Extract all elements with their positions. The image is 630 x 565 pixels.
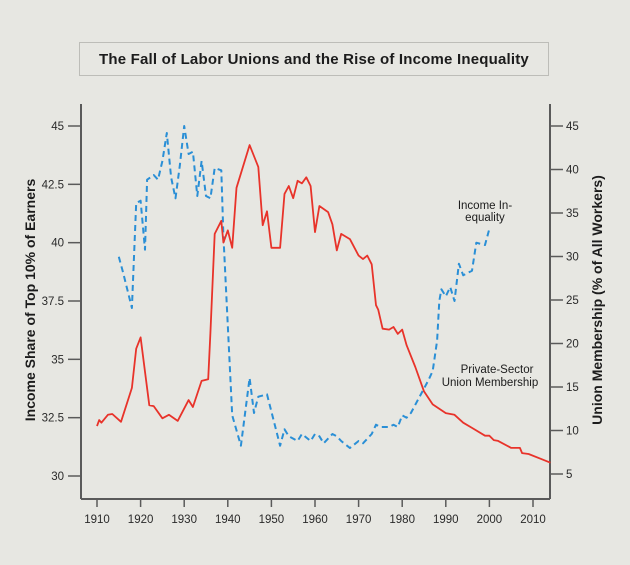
left-tick-label: 32.5 [42,413,64,425]
right-axis-title: Union Membership (% of All Workers) [589,175,605,425]
right-tick-label: 15 [566,382,579,394]
income-inequality-label-line1: Income In- [458,200,512,212]
union-membership-label-line1: Private-Sector [461,364,534,376]
union-membership-line [96,144,551,464]
right-tick-label: 10 [566,426,579,438]
left-tick-label: 35 [51,354,64,366]
right-tick-label: 5 [566,469,572,481]
x-tick-label: 1980 [389,514,415,526]
union-membership-label-line2: Union Membership [442,377,539,389]
x-tick-label: 1950 [259,514,285,526]
income-inequality-label-line2: equality [465,212,505,224]
right-tick-label: 25 [566,295,579,307]
x-tick-label: 1960 [302,514,328,526]
x-tick-label: 1910 [84,514,110,526]
right-tick-label: 20 [566,339,579,351]
chart-title: The Fall of Labor Unions and the Rise of… [99,50,529,68]
right-tick-label: 45 [566,121,579,133]
x-tick-label: 1920 [128,514,154,526]
x-tick-label: 1940 [215,514,241,526]
x-tick-label: 1990 [433,514,459,526]
x-tick-label: 2010 [520,514,546,526]
right-tick-label: 40 [566,165,579,177]
series-group [96,125,551,464]
income-inequality-line [117,125,491,449]
x-tick-label: 2000 [477,514,503,526]
x-tick-label: 1970 [346,514,372,526]
right-tick-label: 35 [566,208,579,220]
left-tick-label: 45 [51,121,64,133]
left-tick-label: 40 [51,238,64,250]
axes: 30 32.5 35 37.5 40 42.5 45 5 10 15 20 25 30 35 40 45 191… [22,104,605,526]
left-tick-label: 37.5 [42,296,64,308]
left-tick-label: 30 [51,471,64,483]
x-tick-label: 1930 [171,514,197,526]
left-axis-title: Income Share of Top 10% of Earners [22,179,38,422]
left-tick-label: 42.5 [42,179,64,191]
chart-title-box: The Fall of Labor Unions and the Rise of… [79,42,549,76]
right-tick-label: 30 [566,252,579,264]
